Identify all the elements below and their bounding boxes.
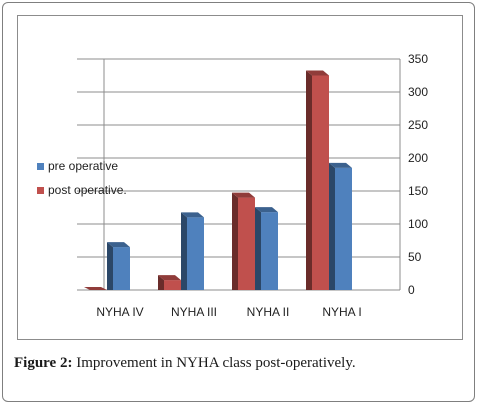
pre-operative-bar [261, 212, 278, 290]
post-operative-bar-side [232, 192, 238, 290]
y-tick-label: 250 [408, 118, 428, 132]
post-operative-bar-top [232, 192, 255, 198]
pre-operative-bar-side [181, 212, 187, 290]
y-tick-label: 300 [408, 85, 428, 99]
pre-operative-bar-side [107, 242, 113, 290]
x-tick-label: NYHA II [247, 305, 290, 319]
pre-operative-bar [113, 247, 130, 290]
y-tick-label: 50 [408, 250, 422, 264]
pre-operative-bar [187, 217, 204, 290]
pre-operative-bar-top [255, 207, 278, 213]
caption-label: Figure 2: [14, 355, 73, 371]
post-operative-bar [164, 280, 181, 290]
legend-label: post operative. [48, 183, 127, 197]
post-operative-bar-side [158, 275, 164, 290]
post-operative-bar-side [306, 70, 312, 290]
y-tick-label: 150 [408, 184, 428, 198]
pre-operative-bar [335, 167, 352, 290]
y-tick-label: 0 [408, 283, 415, 297]
post-operative-bar [312, 75, 329, 290]
pre-operative-bar-top [181, 212, 204, 218]
pre-operative-bar-top [107, 242, 130, 248]
pre-operative-bar-top [329, 162, 352, 168]
y-tick-label: 350 [408, 52, 428, 66]
x-tick-label: NYHA I [322, 305, 361, 319]
pre-operative-bar-side [329, 162, 335, 290]
post-operative-bar [238, 197, 255, 290]
legend-swatch [37, 187, 44, 194]
y-tick-label: 100 [408, 217, 428, 231]
x-tick-label: NYHA III [171, 305, 217, 319]
caption-text: Improvement in NYHA class post-operative… [72, 355, 356, 371]
post-operative-bar-flat [84, 287, 107, 290]
pre-operative-bar-side [255, 207, 261, 290]
legend-label: pre operative [48, 159, 118, 173]
post-operative-bar-top [306, 70, 329, 76]
legend-swatch [37, 163, 44, 170]
figure-caption: Figure 2: Improvement in NYHA class post… [14, 355, 356, 372]
y-tick-label: 200 [408, 151, 428, 165]
post-operative-bar-top [158, 275, 181, 281]
x-tick-label: NYHA IV [96, 305, 143, 319]
